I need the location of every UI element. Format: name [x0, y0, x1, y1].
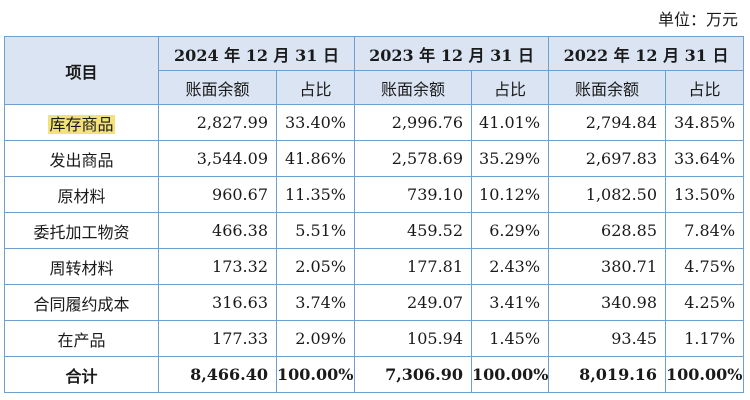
header-row-subcolumns: 账面余额 占比 账面余额 占比 账面余额 占比	[5, 70, 745, 105]
table-row: 原材料 960.67 11.35% 739.10 10.12% 1,082.50…	[4, 176, 745, 213]
total-ratio-cell: 100.00%	[665, 356, 745, 393]
period-header-2024: 2024 年 12 月 31 日	[157, 36, 356, 71]
amount-cell: 177.33	[158, 320, 277, 357]
amount-cell: 93.45	[548, 320, 667, 357]
period-header-2022: 2022 年 12 月 31 日	[548, 36, 745, 71]
amount-cell: 2,794.84	[548, 104, 667, 141]
row-label: 发出商品	[4, 140, 159, 177]
ratio-cell: 35.29%	[471, 140, 550, 177]
ratio-cell: 1.45%	[471, 320, 550, 357]
table-row: 周转材料 173.32 2.05% 177.81 2.43% 380.71 4.…	[4, 248, 745, 285]
amount-cell: 3,544.09	[158, 140, 277, 177]
ratio-cell: 41.86%	[275, 140, 356, 177]
amount-cell: 105.94	[354, 320, 473, 357]
amount-cell: 1,082.50	[548, 176, 667, 213]
period-header-2023: 2023 年 12 月 31 日	[354, 36, 550, 71]
ratio-cell: 2.09%	[275, 320, 356, 357]
amount-cell: 2,827.99	[158, 104, 277, 141]
ratio-cell: 34.85%	[665, 104, 745, 141]
row-label: 周转材料	[4, 248, 159, 285]
amount-cell: 2,697.83	[548, 140, 667, 177]
ratio-cell: 1.17%	[665, 320, 745, 357]
ratio-cell: 4.75%	[665, 248, 745, 285]
amount-cell: 316.63	[158, 284, 277, 321]
amount-cell: 380.71	[548, 248, 667, 285]
total-amount-cell: 7,306.90	[354, 356, 473, 393]
amount-cell: 340.98	[548, 284, 667, 321]
ratio-cell: 5.51%	[275, 212, 356, 249]
ratio-header: 占比	[275, 70, 356, 105]
unit-label: 单位：万元	[657, 10, 738, 29]
amount-cell: 2,996.76	[354, 104, 473, 141]
ratio-cell: 10.12%	[471, 176, 550, 213]
amount-header: 账面余额	[354, 70, 473, 105]
inventory-table: 项目 2024 年 12 月 31 日 2023 年 12 月 31 日 202…	[4, 36, 745, 393]
amount-cell: 249.07	[354, 284, 473, 321]
amount-cell: 2,578.69	[354, 140, 473, 177]
total-amount-cell: 8,019.16	[548, 356, 667, 393]
amount-cell: 960.67	[158, 176, 277, 213]
amount-cell: 177.81	[354, 248, 473, 285]
table-row: 合同履约成本 316.63 3.74% 249.07 3.41% 340.98 …	[4, 284, 745, 321]
ratio-cell: 41.01%	[471, 104, 550, 141]
item-column-header: 项目	[4, 36, 159, 105]
amount-cell: 459.52	[354, 212, 473, 249]
ratio-cell: 2.43%	[471, 248, 550, 285]
amount-header: 账面余额	[158, 70, 277, 105]
table-row: 库存商品 2,827.99 33.40% 2,996.76 41.01% 2,7…	[4, 104, 745, 141]
total-row: 合计 8,466.40 100.00% 7,306.90 100.00% 8,0…	[4, 356, 745, 393]
ratio-cell: 33.40%	[275, 104, 356, 141]
table-row: 在产品 177.33 2.09% 105.94 1.45% 93.45 1.17…	[4, 320, 745, 357]
row-label: 在产品	[4, 320, 159, 357]
header-row-periods: 项目 2024 年 12 月 31 日 2023 年 12 月 31 日 202…	[4, 36, 745, 105]
row-label: 委托加工物资	[4, 212, 159, 249]
ratio-cell: 6.29%	[471, 212, 550, 249]
total-label: 合计	[4, 356, 159, 393]
ratio-header: 占比	[665, 70, 745, 105]
ratio-cell: 3.41%	[471, 284, 550, 321]
amount-cell: 739.10	[354, 176, 473, 213]
amount-cell: 628.85	[548, 212, 667, 249]
total-ratio-cell: 100.00%	[275, 356, 356, 393]
amount-cell: 466.38	[158, 212, 277, 249]
table-row: 委托加工物资 466.38 5.51% 459.52 6.29% 628.85 …	[4, 212, 745, 249]
amount-cell: 173.32	[158, 248, 277, 285]
row-label: 库存商品	[4, 104, 159, 141]
highlighted-row-label: 库存商品	[48, 114, 115, 134]
table-row: 发出商品 3,544.09 41.86% 2,578.69 35.29% 2,6…	[4, 140, 745, 177]
amount-header: 账面余额	[548, 70, 667, 105]
row-label: 合同履约成本	[4, 284, 159, 321]
ratio-header: 占比	[471, 70, 550, 105]
ratio-cell: 3.74%	[275, 284, 356, 321]
total-amount-cell: 8,466.40	[158, 356, 277, 393]
ratio-cell: 4.25%	[665, 284, 745, 321]
total-ratio-cell: 100.00%	[471, 356, 550, 393]
row-label: 原材料	[4, 176, 159, 213]
ratio-cell: 11.35%	[275, 176, 356, 213]
ratio-cell: 7.84%	[665, 212, 745, 249]
ratio-cell: 33.64%	[665, 140, 745, 177]
ratio-cell: 2.05%	[275, 248, 356, 285]
ratio-cell: 13.50%	[665, 176, 745, 213]
